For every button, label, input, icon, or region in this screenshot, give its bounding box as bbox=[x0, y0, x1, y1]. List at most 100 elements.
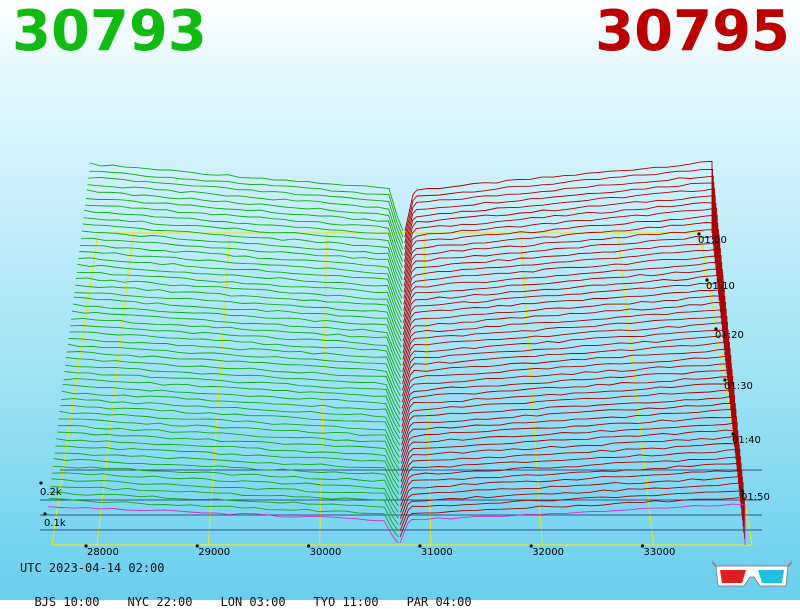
bid-depth-line bbox=[86, 189, 404, 256]
ask-depth-line bbox=[403, 214, 718, 282]
bid-price: 30793 bbox=[12, 0, 207, 64]
ask-depth-line bbox=[402, 289, 725, 350]
price-tick-label: 32000 bbox=[532, 547, 564, 558]
bid-depth-line bbox=[68, 338, 401, 391]
ask-depth-line bbox=[400, 416, 738, 466]
price-tick-marker bbox=[195, 544, 199, 548]
time-tick-marker bbox=[740, 489, 744, 493]
ask-price: 30795 bbox=[595, 0, 790, 64]
ask-depth-line bbox=[400, 429, 739, 478]
ask-depth-line bbox=[399, 496, 745, 539]
bid-depth-line bbox=[85, 204, 403, 268]
timezone-par: PAR 04:00 bbox=[406, 595, 472, 609]
ask-depth-line bbox=[403, 248, 721, 313]
bid-depth-series bbox=[47, 162, 404, 544]
bid-depth-line bbox=[77, 263, 402, 323]
ask-depth-line bbox=[403, 241, 721, 307]
bid-depth-line bbox=[49, 491, 399, 532]
price-tick-label: 28000 bbox=[87, 547, 119, 558]
timezone-row: BJS 10:00 NYC 22:00 LON 03:00 TYO 11:00 PAR … bbox=[20, 581, 500, 609]
bid-depth-line bbox=[87, 184, 404, 250]
bid-depth-line bbox=[79, 251, 403, 311]
ask-depth-line bbox=[403, 202, 717, 270]
bid-depth-line bbox=[54, 452, 400, 495]
ask-depth-line bbox=[403, 234, 720, 301]
time-tick-marker bbox=[714, 327, 718, 331]
ask-depth-series bbox=[399, 160, 746, 545]
bid-depth-line bbox=[62, 383, 401, 434]
bid-depth-line bbox=[85, 198, 403, 262]
bid-depth-line bbox=[71, 310, 402, 366]
bid-depth-line bbox=[67, 343, 401, 397]
ask-depth-line bbox=[401, 348, 731, 405]
bid-depth-line bbox=[80, 237, 403, 299]
ask-depth-line bbox=[401, 376, 734, 429]
ask-depth-line bbox=[399, 482, 744, 527]
bid-depth-line bbox=[47, 506, 399, 544]
time-tick-label: 01:00 bbox=[698, 235, 727, 246]
ask-depth-line bbox=[400, 408, 737, 460]
time-tick-marker bbox=[731, 432, 735, 436]
volume-tick-marker bbox=[39, 481, 43, 485]
bid-depth-line bbox=[73, 296, 402, 354]
ask-depth-line bbox=[399, 503, 746, 545]
ask-depth-line bbox=[403, 229, 719, 295]
bid-depth-line bbox=[51, 478, 399, 519]
ask-depth-line bbox=[402, 281, 725, 344]
ask-depth-line bbox=[400, 462, 742, 509]
bid-depth-line bbox=[89, 170, 404, 238]
ask-depth-line bbox=[403, 207, 717, 276]
grid-frame bbox=[51, 232, 753, 546]
price-tick-marker bbox=[307, 544, 311, 548]
price-tick-marker bbox=[84, 544, 88, 548]
ask-depth-line bbox=[404, 160, 713, 233]
ask-depth-line bbox=[404, 188, 716, 258]
ask-depth-line bbox=[400, 456, 741, 503]
bid-depth-line bbox=[78, 257, 403, 317]
ask-depth-line bbox=[402, 308, 727, 368]
time-tick-label: 01:50 bbox=[741, 492, 770, 503]
bid-depth-line bbox=[75, 277, 402, 336]
timezone-nyc: NYC 22:00 bbox=[127, 595, 193, 609]
bid-depth-line bbox=[56, 438, 400, 483]
ask-depth-line bbox=[401, 363, 732, 417]
timezone-lon: LON 03:00 bbox=[220, 595, 286, 609]
time-tick-label: 01:10 bbox=[706, 281, 735, 292]
ask-depth-line bbox=[403, 222, 719, 289]
bid-depth-line bbox=[83, 217, 403, 281]
ask-depth-line bbox=[402, 295, 726, 356]
bid-depth-line bbox=[63, 378, 401, 428]
bid-depth-line bbox=[57, 431, 400, 476]
price-grid-line bbox=[319, 232, 328, 546]
ask-depth-line bbox=[404, 182, 715, 252]
ask-depth-line bbox=[402, 335, 730, 393]
time-tick-marker bbox=[705, 278, 709, 282]
volume-tick-label: 0.1k bbox=[44, 518, 66, 529]
ask-depth-line bbox=[400, 443, 740, 490]
time-tick-label: 01:30 bbox=[724, 381, 753, 392]
ask-depth-line bbox=[401, 383, 734, 435]
bid-depth-line bbox=[61, 390, 401, 440]
price-tick-marker bbox=[640, 544, 645, 548]
price-tick-label: 31000 bbox=[421, 547, 453, 558]
price-tick-label: 33000 bbox=[644, 547, 676, 558]
bid-depth-line bbox=[50, 486, 399, 525]
ask-depth-line bbox=[401, 368, 733, 423]
price-axis: 28000 29000 30000 31000 32000 33000 bbox=[84, 544, 675, 558]
bid-depth-line bbox=[52, 465, 399, 507]
bid-depth-line bbox=[74, 292, 402, 348]
price-grid-line bbox=[96, 232, 134, 546]
ask-depth-line bbox=[404, 168, 714, 240]
bid-depth-line bbox=[48, 497, 399, 538]
price-tick-marker bbox=[418, 544, 422, 548]
ask-depth-line bbox=[400, 422, 738, 472]
ask-depth-line bbox=[400, 448, 741, 497]
bid-depth-line bbox=[89, 162, 404, 232]
ask-depth-line bbox=[401, 341, 730, 399]
timezone-bjs: BJS 10:00 bbox=[34, 595, 100, 609]
ask-depth-line bbox=[403, 261, 723, 325]
volume-tick-label: 0.2k bbox=[40, 487, 62, 498]
volume-axis: 0.1k 0.2k bbox=[39, 481, 66, 529]
bid-depth-line bbox=[59, 410, 400, 458]
